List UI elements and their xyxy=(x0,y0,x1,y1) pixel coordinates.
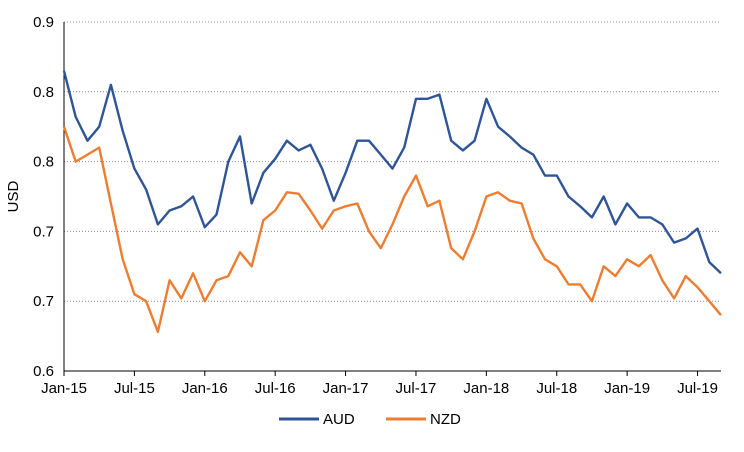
x-tick-label: Jul-18 xyxy=(536,380,577,397)
x-tick-label: Jul-16 xyxy=(255,380,296,397)
legend: AUD NZD xyxy=(279,411,461,428)
x-tick-label: Jul-19 xyxy=(677,380,718,397)
y-tick-label: 0.9 xyxy=(33,14,54,31)
y-tick-label: 0.6 xyxy=(33,363,54,380)
y-tick-label: 0.8 xyxy=(33,84,54,101)
y-tick-label: 0.7 xyxy=(33,293,54,310)
series-layer xyxy=(62,70,722,334)
legend-label-aud: AUD xyxy=(323,411,355,428)
x-tick-label: Jan-17 xyxy=(323,380,369,397)
x-tick-label: Jul-15 xyxy=(114,380,155,397)
x-tick-label: Jul-17 xyxy=(396,380,437,397)
y-axis-ticks: 0.6 0.7 0.7 0.8 0.8 0.9 xyxy=(33,14,54,380)
y-tick-label: 0.8 xyxy=(33,154,54,171)
series-line-aud xyxy=(62,70,722,275)
gridlines xyxy=(64,21,721,302)
x-tick-label: Jan-16 xyxy=(182,380,228,397)
x-tick-label: Jan-19 xyxy=(604,380,650,397)
y-axis-label: USD xyxy=(5,180,22,212)
x-tick-label: Jan-15 xyxy=(41,380,87,397)
series-line-nzd xyxy=(62,126,722,334)
x-tick-label: Jan-18 xyxy=(463,380,509,397)
y-tick-label: 0.7 xyxy=(33,223,54,240)
legend-label-nzd: NZD xyxy=(430,411,461,428)
x-axis-ticks: Jan-15 Jul-15 Jan-16 Jul-16 Jan-17 Jul-17 Jan-… xyxy=(41,371,718,397)
